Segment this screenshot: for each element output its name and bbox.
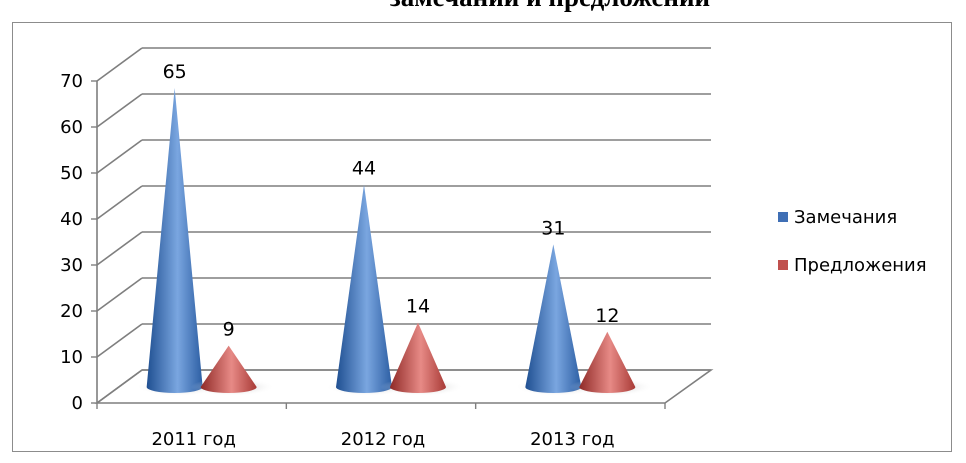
data-label: 31 (541, 217, 565, 239)
legend-item-predlozheniya: Предложения (778, 252, 927, 278)
y-tick-label: 10 (60, 347, 83, 368)
wall-gridline (96, 323, 143, 358)
y-tick-label: 0 (72, 393, 83, 414)
legend-label-zamechaniya: Замечания (794, 206, 898, 228)
y-tick-label: 70 (60, 71, 83, 92)
chart-title: замечаний и предложений (0, 0, 966, 13)
legend: Замечания Предложения (778, 204, 927, 300)
data-label: 44 (352, 158, 376, 180)
cone-predlozheniya (390, 322, 446, 393)
cone-zamechaniya (525, 244, 582, 393)
data-label: 12 (595, 305, 619, 327)
data-label: 65 (163, 61, 187, 83)
y-tick-label: 60 (60, 117, 83, 138)
cone-predlozheniya (579, 331, 636, 393)
cone-predlozheniya (200, 345, 257, 393)
x-tick-label: 2012 год (341, 429, 425, 450)
y-tick-label: 20 (60, 301, 83, 322)
cone-zamechaniya (146, 88, 203, 393)
legend-swatch-predlozheniya (778, 260, 788, 270)
wall-gridline (96, 185, 143, 220)
y-tick-label: 50 (60, 163, 83, 184)
wall-gridline (96, 139, 143, 174)
legend-swatch-zamechaniya (778, 212, 788, 222)
legend-item-zamechaniya: Замечания (778, 204, 927, 230)
cone-zamechaniya (336, 184, 392, 393)
wall-gridline (96, 277, 143, 312)
data-label: 14 (406, 296, 430, 318)
wall-gridline (96, 93, 143, 128)
x-tick-label: 2013 год (530, 429, 614, 450)
x-tick-label: 2011 год (151, 429, 235, 450)
chart-frame (12, 22, 952, 452)
wall-gridline (96, 231, 143, 266)
legend-label-predlozheniya: Предложения (794, 254, 927, 276)
wall-gridline (96, 47, 143, 82)
y-tick-label: 30 (60, 255, 83, 276)
y-tick-label: 40 (60, 209, 83, 230)
data-label: 9 (223, 319, 235, 341)
